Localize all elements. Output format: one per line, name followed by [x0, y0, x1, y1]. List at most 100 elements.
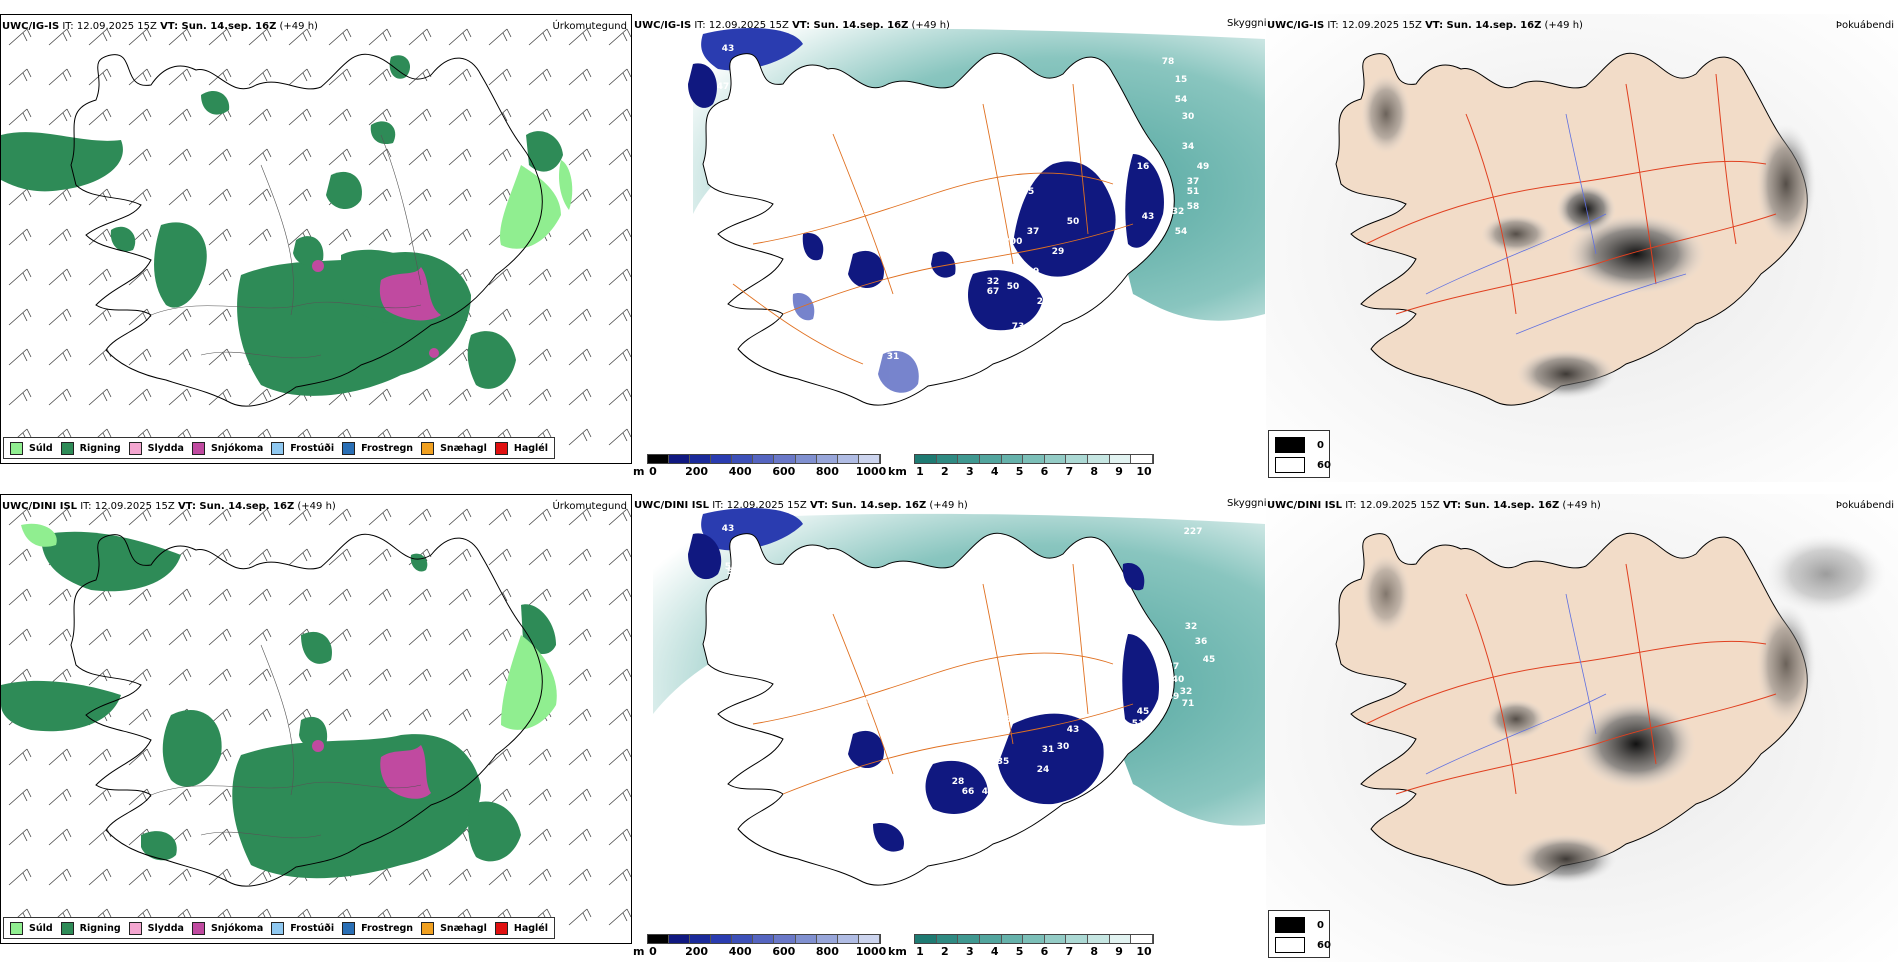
colorbar-segment: [669, 935, 691, 943]
colorbar-segment: [711, 935, 733, 943]
visibility-panel-row2: 43 58 52 66 227 50 32 36 45 37 40 32 71 49 45 51 39 30 43 3…: [633, 494, 1265, 962]
legend-label: Súld: [29, 922, 53, 934]
legend-item: Frostregn: [342, 921, 413, 935]
visibility-label: 165: [999, 715, 1018, 725]
visibility-label: 29: [1052, 247, 1065, 257]
visibility-label: 32: [912, 817, 925, 827]
colorbar-segment: [774, 455, 796, 463]
colorbar-segment: [816, 935, 838, 943]
colorbar-tick: 800: [815, 465, 839, 478]
legend-label: Frostregn: [361, 442, 414, 454]
colorbar-tick: 10: [1136, 945, 1152, 958]
colorbar-segment: [1131, 935, 1153, 943]
colorbar-segment: [915, 935, 937, 943]
visibility-label: 45: [1137, 707, 1150, 717]
precip-type-panel-row1: UWC/IG-IS IT: 12.09.2025 15Z VT: Sun. 14…: [0, 14, 632, 464]
colorbar-tick: 7: [1065, 465, 1074, 478]
cloudbase-colorbar: m 0 200 400 600 800 1000: [633, 934, 886, 958]
visibility-label: 32: [987, 277, 1000, 287]
colorbar-segment: [753, 935, 775, 943]
legend-label: Snæhagl: [440, 442, 487, 454]
fog-legend-label: 60: [1317, 459, 1331, 471]
visibility-unit: km: [888, 945, 907, 958]
colorbar-tick: 1: [916, 465, 924, 478]
cloudbase-colorbar: m 0 200 400 600 800 1000: [633, 454, 886, 478]
precip-type-map: [1, 495, 631, 943]
visibility-label: 43: [1142, 212, 1155, 222]
legend-label: Frostúði: [290, 442, 335, 454]
legend-label: Snæhagl: [440, 922, 487, 934]
fog-legend-swatch: [1275, 457, 1305, 473]
visibility-label: 28: [952, 777, 965, 787]
colorbar-segment: [979, 935, 1002, 943]
colorbar-tick: 10: [1136, 465, 1152, 478]
colorbar-tick: 2: [941, 945, 949, 958]
colorbar-segment: [669, 455, 691, 463]
legend-swatch: [494, 441, 508, 455]
fog-map: [1266, 14, 1898, 482]
colorbar-segment: [1066, 455, 1088, 463]
legend-label: Súld: [29, 442, 53, 454]
colorbar-tick: 600: [772, 945, 796, 958]
colorbar-segment: [858, 455, 880, 463]
fog-legend-swatch: [1275, 917, 1305, 933]
visibility-label: 51: [1132, 719, 1145, 729]
visibility-panel-row1: 43 343 47 69 11 78 15 54 30 34 49 37 51 58 32 43 54 16 85 4…: [633, 14, 1265, 482]
legend-label: Snjókoma: [210, 922, 264, 934]
legend-label: Haglél: [513, 442, 548, 454]
panel-title: UWC/DINI ISL IT: 12.09.2025 15Z VT: Sun.…: [2, 501, 336, 512]
visibility-label: 29: [1027, 267, 1040, 277]
cloudbase-bar: [647, 454, 881, 464]
visibility-label: 208: [879, 782, 898, 792]
colorbar-tick: 400: [728, 465, 752, 478]
cloudbase-unit: m: [633, 465, 645, 478]
legend-label: Snjókoma: [210, 442, 264, 454]
colorbar-segment: [958, 935, 980, 943]
visibility-label: 54: [1175, 227, 1188, 237]
visibility-label: 32: [952, 317, 965, 327]
colorbar-segment: [1109, 455, 1132, 463]
legend-label: Slydda: [147, 442, 184, 454]
visibility-label: 42: [982, 787, 995, 797]
panel-title: UWC/DINI ISL IT: 12.09.2025 15Z VT: Sun.…: [1267, 500, 1601, 511]
visibility-label: 37: [1027, 227, 1040, 237]
colorbar-segment: [837, 935, 859, 943]
colorbar-segment: [1023, 455, 1045, 463]
visibility-label: 40: [1172, 675, 1185, 685]
visibility-label: 31: [887, 352, 900, 362]
fog-legend-item: 0: [1275, 917, 1324, 933]
legend-swatch: [421, 441, 435, 455]
visibility-label: 55: [832, 719, 845, 729]
colorbar-segment: [1109, 935, 1132, 943]
visibility-label: 44: [877, 667, 890, 677]
visibility-label: 50: [1067, 217, 1080, 227]
colorbar-tick: 3: [965, 945, 974, 958]
visibility-label: 11: [772, 109, 785, 119]
visibility-label: 49: [1167, 692, 1180, 702]
visibility-label: 343: [654, 65, 673, 75]
legend-item: Rigning: [60, 921, 121, 935]
visibility-label: 45: [1203, 655, 1216, 665]
fog-panel-row2: UWC/DINI ISL IT: 12.09.2025 15Z VT: Sun.…: [1266, 494, 1898, 962]
panel-title: UWC/IG-IS IT: 12.09.2025 15Z VT: Sun. 14…: [2, 21, 318, 32]
colorbar-segment: [936, 935, 959, 943]
visibility-label: 30: [1057, 742, 1070, 752]
colorbar-tick: 4: [990, 465, 999, 478]
visibility-bar: [914, 454, 1154, 464]
legend-swatch: [421, 921, 435, 935]
legend-swatch: [10, 921, 23, 935]
colorbar-tick: 1000: [855, 945, 887, 958]
colorbar-segment: [753, 455, 775, 463]
visibility-label: 38: [927, 697, 940, 707]
visibility-label: 32: [1185, 622, 1198, 632]
colorbar-tick: 6: [1040, 465, 1049, 478]
fog-map: [1266, 494, 1898, 962]
colorbar-tick: 3: [965, 465, 974, 478]
legend-item: Frostúði: [271, 921, 334, 935]
colorbar-tick: 8: [1090, 465, 1099, 478]
colorbar-tick: 2: [941, 465, 949, 478]
colorbar-tick: 600: [772, 465, 796, 478]
panel-type-label: Skyggni: [1227, 498, 1267, 509]
visibility-map: 4334347691178155430344937515832435416854…: [633, 14, 1265, 482]
colorbar-segment: [732, 935, 754, 943]
